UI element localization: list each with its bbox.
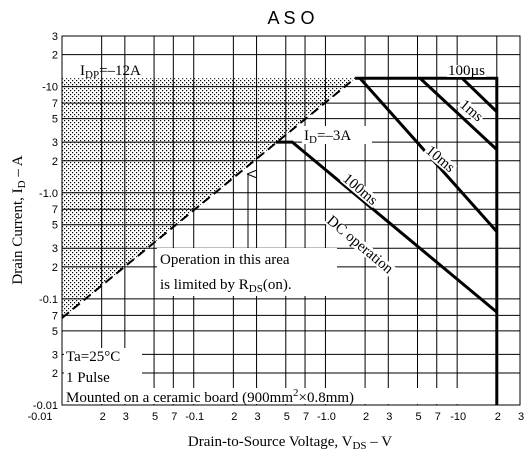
axis-label-part: Drain Current, I bbox=[10, 188, 26, 284]
y-tick-label: 2 bbox=[52, 368, 58, 380]
label-bg bbox=[447, 65, 487, 77]
series-line bbox=[355, 76, 499, 405]
x-tick-label: 5 bbox=[415, 411, 421, 423]
plot-frame bbox=[61, 35, 521, 406]
label-bg bbox=[456, 97, 486, 125]
x-tick-label: 7 bbox=[171, 411, 177, 423]
y-tick-label: 7 bbox=[52, 310, 58, 322]
axis-label-part: – A bbox=[10, 155, 26, 180]
x-tick-label: 7 bbox=[303, 411, 309, 423]
annotation-part: 2 bbox=[293, 387, 299, 399]
x-axis-label: Drain-to-Source Voltage, VDS – V bbox=[188, 434, 392, 452]
axis-label-part: Drain-to-Source Voltage, V bbox=[188, 434, 353, 450]
series-line bbox=[275, 140, 498, 314]
x-tick-label: 2 bbox=[495, 411, 501, 423]
annotation: ID=–3A bbox=[304, 128, 351, 146]
y-tick-label: 3 bbox=[52, 349, 58, 361]
x-tick-label: 5 bbox=[152, 411, 158, 423]
x-tick-label: -10 bbox=[450, 411, 466, 423]
series-label: 100µs bbox=[448, 63, 485, 79]
y-tick-label: -0.01 bbox=[33, 400, 58, 412]
label-bg bbox=[64, 388, 464, 404]
x-tick-label: -1.0 bbox=[317, 411, 336, 423]
x-tick-label: -0.01 bbox=[27, 411, 52, 423]
axis-label-part: D bbox=[16, 180, 28, 188]
annotation-part: =–3A bbox=[317, 128, 351, 144]
y-tick-label: 2 bbox=[52, 262, 58, 274]
series-line bbox=[419, 77, 498, 151]
y-tick-label: -10 bbox=[42, 82, 58, 94]
annotation-part: I bbox=[304, 128, 309, 144]
x-tick-label: 3 bbox=[255, 411, 261, 423]
y-axis-label: Drain Current, ID – A bbox=[10, 155, 28, 284]
annotation-part: DS bbox=[249, 283, 263, 295]
y-tick-label: 7 bbox=[52, 98, 58, 110]
x-tick-label: 3 bbox=[123, 411, 129, 423]
annotation: Operation in this area bbox=[160, 252, 290, 268]
x-tick-label: 3 bbox=[518, 411, 524, 423]
x-tick-label: 2 bbox=[231, 411, 237, 423]
annotation-part: (on). bbox=[263, 277, 292, 293]
series-line bbox=[61, 77, 356, 319]
label-bg bbox=[302, 126, 372, 144]
y-tick-label: 5 bbox=[52, 114, 58, 126]
series-label: 1ms bbox=[456, 97, 486, 125]
x-tick-label: 5 bbox=[284, 411, 290, 423]
axis-label-part: – V bbox=[367, 434, 393, 450]
annotation-part: is limited by R bbox=[160, 277, 249, 293]
chart-title: A S O bbox=[267, 8, 314, 28]
y-tick-label: 5 bbox=[52, 326, 58, 338]
annotation: is limited by RDS(on). bbox=[160, 277, 292, 295]
label-bg bbox=[64, 348, 142, 388]
annotation-part: =–12A bbox=[99, 63, 141, 79]
label-bg bbox=[323, 213, 396, 277]
label-bg bbox=[157, 248, 337, 296]
label-bg bbox=[339, 171, 380, 208]
annotation: 1 Pulse bbox=[66, 370, 110, 386]
axis-label-part: DS bbox=[352, 440, 366, 452]
y-tick-label: 3 bbox=[52, 31, 58, 43]
y-tick-label: 5 bbox=[52, 220, 58, 232]
x-tick-label: 2 bbox=[363, 411, 369, 423]
annotation-part: DP bbox=[85, 69, 99, 81]
y-tick-label: 2 bbox=[52, 50, 58, 62]
annotation: Ta=25°C bbox=[66, 349, 120, 365]
y-tick-label: -1.0 bbox=[39, 188, 58, 200]
annotation-part: Mounted on a ceramic board (900mm bbox=[66, 390, 293, 406]
y-tick-label: 7 bbox=[52, 204, 58, 216]
annotation-part: ×0.8mm) bbox=[299, 390, 355, 406]
y-tick-label: 2 bbox=[52, 156, 58, 168]
series-line bbox=[461, 77, 498, 113]
x-tick-label: 7 bbox=[435, 411, 441, 423]
annotation: IDP=–12A bbox=[80, 63, 141, 81]
x-tick-label: -0.1 bbox=[185, 411, 204, 423]
y-tick-label: 3 bbox=[52, 137, 58, 149]
annotation-part: D bbox=[309, 134, 317, 146]
x-tick-label: 2 bbox=[100, 411, 106, 423]
x-tick-label: 3 bbox=[386, 411, 392, 423]
label-bg bbox=[422, 143, 458, 176]
annotation-part: I bbox=[80, 63, 85, 79]
annotation: Mounted on a ceramic board (900mm2×0.8mm… bbox=[66, 387, 354, 406]
series-label: 100ms bbox=[339, 171, 380, 209]
y-tick-label: -0.1 bbox=[39, 294, 58, 306]
y-tick-label: 3 bbox=[52, 243, 58, 255]
